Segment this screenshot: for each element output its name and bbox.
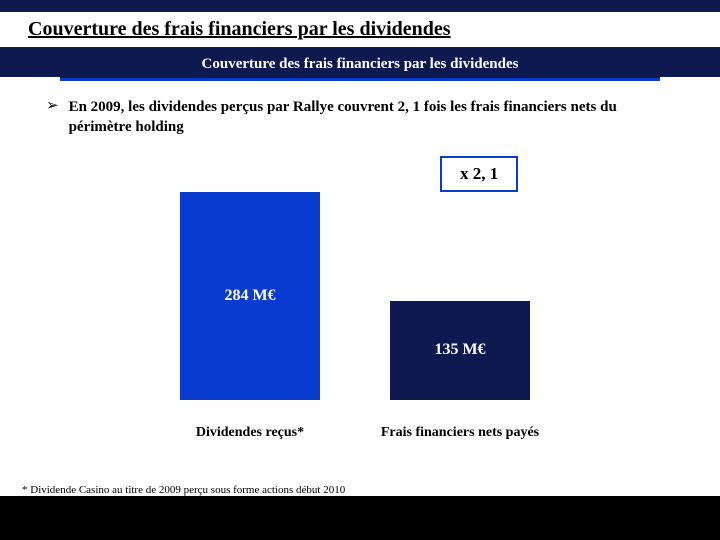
bar-financial-costs-caption: Frais financiers nets payés [370,425,550,441]
top-bar [0,0,720,12]
subtitle-container: Couverture des frais financiers par les … [0,51,720,81]
multiplier-callout: x 2, 1 [440,156,518,192]
bar-financial-costs-value: 135 M€ [434,341,485,359]
slide: Couverture des frais financiers par les … [0,0,720,540]
title-row: Couverture des frais financiers par les … [0,12,720,43]
bottom-band [0,496,720,540]
bullet-block: ➢ En 2009, les dividendes perçus par Ral… [0,81,720,146]
bar-dividends-caption: Dividendes reçus* [160,425,340,441]
bullet-text: En 2009, les dividendes perçus par Rally… [69,97,674,138]
bar-chart: x 2, 1 284 M€ Dividendes reçus* 135 M€ F… [140,156,580,446]
footnote: * Dividende Casino au titre de 2009 perç… [22,484,345,496]
bar-financial-costs: 135 M€ [390,301,530,400]
subtitle-box: Couverture des frais financiers par les … [60,51,660,81]
bullet-marker-icon: ➢ [46,97,59,138]
page-title: Couverture des frais financiers par les … [28,18,692,41]
bar-dividends-value: 284 M€ [224,287,275,305]
bar-dividends: 284 M€ [180,192,320,400]
subtitle-text: Couverture des frais financiers par les … [68,56,652,73]
bullet-item: ➢ En 2009, les dividendes perçus par Ral… [46,97,674,138]
